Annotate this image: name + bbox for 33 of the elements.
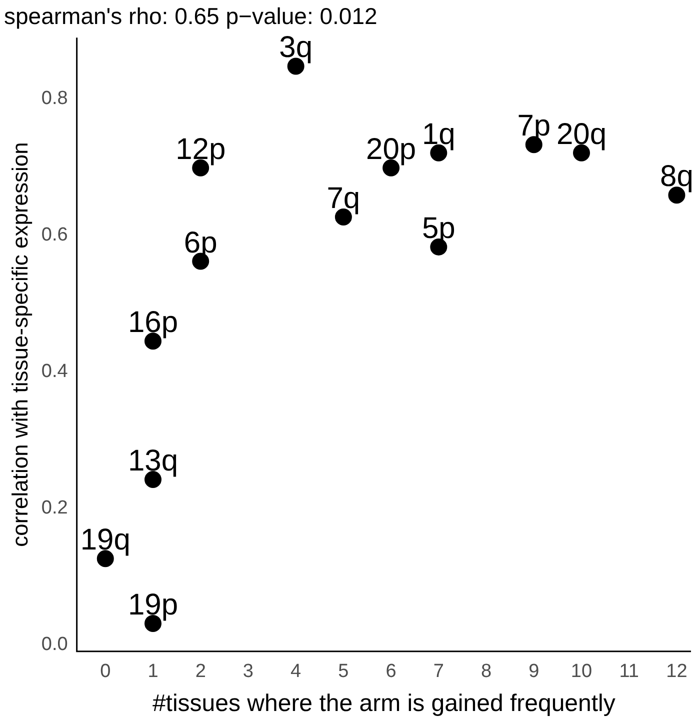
annotation: 13q [128,444,178,478]
y-tick-label: 0.6 [41,224,68,246]
x-tick-label: 1 [148,661,158,682]
x-tick-label: 11 [619,661,639,682]
annotation: 20q [556,118,607,151]
x-tick-label: 7 [433,661,444,682]
x-tick-label: 8 [480,661,492,682]
x-tick-label: 0 [100,661,111,682]
annotation: 19q [80,524,130,557]
y-tick-label: 0.2 [41,497,68,518]
y-axis-title: correlation with tissue-specific expression [7,142,32,547]
x-tick-label: 6 [386,661,396,682]
x-tick-label: 4 [290,661,302,682]
x-tick-label: 2 [195,661,206,682]
y-tick-label: 0.4 [41,361,68,382]
annotation: 8q [660,160,694,194]
annotation: 3q [279,31,313,64]
x-tick-label: 5 [338,661,349,682]
x-tick-label: 10 [570,661,592,682]
annotation: 1q [422,118,456,151]
y-tick-label: 0.0 [41,634,68,655]
annotation: 12p [176,132,226,166]
x-tick-label: 3 [242,661,254,682]
point [525,136,542,154]
x-tick-label: 9 [528,661,540,682]
annotation: 7q [326,182,360,215]
x-tick-label: 12 [666,661,688,682]
chart-title: spearman's rho: 0.65 p−value: 0.012 [4,3,378,30]
annotation: 20p [366,132,416,166]
y-tick-label: 0.8 [41,88,68,110]
x-axis-title: #tissues where the arm is gained frequently [152,690,616,718]
annotation: 16p [128,306,178,340]
annotation: 19p [128,588,178,622]
